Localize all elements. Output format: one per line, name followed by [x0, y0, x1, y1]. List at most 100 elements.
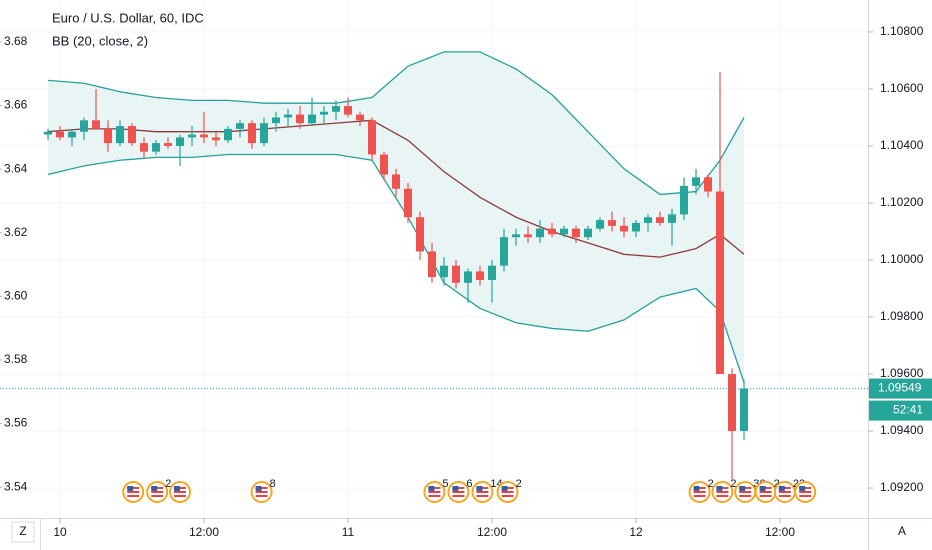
event-marker[interactable]: [122, 481, 145, 503]
x-tick-label: 12:00: [765, 525, 795, 539]
candle-body: [188, 134, 197, 138]
candle-body: [200, 134, 209, 138]
candle-body: [572, 228, 581, 238]
candle-body: [332, 106, 341, 112]
chart-title: Euro / U.S. Dollar, 60, IDC: [52, 10, 204, 25]
event-count: 2: [165, 478, 171, 490]
candle-body: [692, 177, 701, 186]
event-marker[interactable]: [146, 481, 169, 503]
x-tick-label: 12:00: [189, 525, 219, 539]
event-marker[interactable]: [754, 481, 777, 503]
candle-body: [56, 131, 65, 138]
event-marker[interactable]: [688, 481, 711, 503]
candle-body: [308, 114, 317, 124]
event-marker[interactable]: [711, 481, 734, 503]
countdown-label: 52:41: [893, 403, 923, 417]
event-marker[interactable]: [447, 481, 470, 503]
candle-body: [452, 265, 461, 283]
candle-body: [164, 143, 173, 146]
event-canton: [127, 486, 134, 491]
last-price-box: [869, 378, 932, 399]
candle-body: [476, 271, 485, 280]
candle-body: [620, 225, 629, 232]
candle-body: [632, 222, 641, 232]
event-count: 2: [774, 478, 780, 490]
event-marker[interactable]: [794, 481, 817, 503]
event-canton: [255, 486, 262, 491]
x-tick-label: 12:00: [477, 525, 507, 539]
y-tick-label: 3.68: [4, 34, 28, 48]
candle-body: [608, 220, 617, 226]
event-count: 6: [466, 478, 472, 490]
candle-body: [80, 120, 89, 132]
candle-body: [224, 128, 233, 141]
y2-tick-label: 1.09200: [880, 480, 924, 494]
candle-body: [656, 217, 665, 223]
y2-tick-label: 1.10200: [880, 195, 924, 209]
y-tick-label: 3.62: [4, 225, 28, 239]
candle-body: [548, 228, 557, 235]
event-canton: [151, 486, 158, 491]
candle-body: [260, 123, 269, 144]
y2-tick-label: 1.10000: [880, 252, 924, 266]
event-count: 2: [730, 478, 736, 490]
y2-tick-label: 1.09600: [880, 366, 924, 380]
event-marker[interactable]: [773, 481, 796, 503]
y-tick-label: 3.60: [4, 289, 28, 303]
candle-body: [464, 271, 473, 283]
scale-button-label[interactable]: Z: [19, 524, 26, 538]
event-marker[interactable]: [471, 481, 494, 503]
candle-body: [344, 106, 353, 115]
event-marker[interactable]: [734, 481, 757, 503]
band-middle: [47, 119, 745, 258]
candle-body: [152, 143, 161, 152]
band-upper: [47, 51, 745, 196]
band-fill: [48, 51, 745, 383]
countdown-box: [869, 400, 932, 421]
scale-button[interactable]: [11, 521, 35, 543]
event-marker[interactable]: [169, 481, 192, 503]
candle-body: [92, 120, 101, 129]
candle-body: [716, 191, 725, 375]
candle-body: [428, 251, 437, 278]
event-count: 8: [270, 478, 276, 490]
y2-tick-label: 1.10600: [880, 81, 924, 95]
candle-body: [284, 114, 293, 118]
event-canton: [476, 486, 483, 491]
candle-body: [536, 228, 545, 238]
candle-body: [368, 120, 377, 155]
candle-body: [236, 123, 245, 129]
candle-body: [212, 137, 221, 141]
candle-body: [668, 214, 677, 223]
candle-body: [116, 126, 125, 144]
y-tick-label: 3.66: [4, 98, 28, 112]
event-count: 5: [442, 478, 448, 490]
y2-tick-label: 1.10800: [880, 24, 924, 38]
plot: 28561422236222: [0, 51, 868, 503]
x-tick-label: 10: [53, 525, 67, 539]
auto-button-label[interactable]: A: [898, 524, 906, 538]
candle-body: [440, 265, 449, 278]
event-canton: [501, 486, 508, 491]
event-canton: [452, 486, 459, 491]
candle-body: [680, 185, 689, 215]
candle-body: [380, 154, 389, 175]
event-canton: [799, 486, 806, 491]
candle-body: [128, 126, 137, 144]
event-marker[interactable]: [423, 481, 446, 503]
event-canton: [428, 486, 435, 491]
event-canton: [778, 486, 785, 491]
candle-body: [104, 128, 113, 144]
candle-body: [584, 228, 593, 238]
candle-body: [704, 177, 713, 192]
candle-body: [740, 388, 749, 432]
event-canton: [759, 486, 766, 491]
event-marker[interactable]: [250, 481, 273, 503]
event-canton: [739, 486, 746, 491]
event-canton: [693, 486, 700, 491]
candle-body: [68, 131, 77, 138]
candle-body: [560, 228, 569, 235]
event-marker[interactable]: [496, 481, 519, 503]
